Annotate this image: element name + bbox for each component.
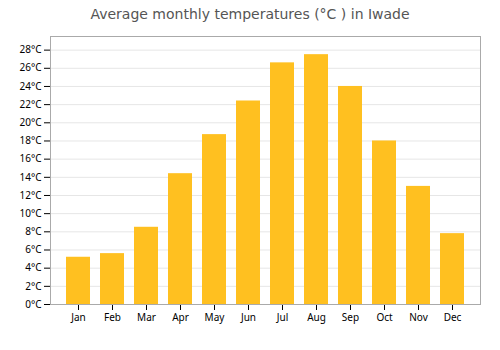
svg-text:2°C: 2°C	[25, 279, 42, 293]
svg-text:Jul: Jul	[276, 310, 289, 324]
svg-text:Sep: Sep	[342, 310, 359, 324]
svg-text:Apr: Apr	[172, 310, 189, 324]
svg-text:Jan: Jan	[70, 310, 86, 324]
svg-text:May: May	[205, 310, 226, 324]
svg-text:24°C: 24°C	[19, 79, 42, 93]
svg-text:14°C: 14°C	[19, 170, 42, 184]
svg-text:8°C: 8°C	[25, 224, 42, 238]
svg-text:4°C: 4°C	[25, 260, 42, 274]
svg-text:Dec: Dec	[444, 310, 462, 324]
svg-text:22°C: 22°C	[19, 97, 42, 111]
svg-text:12°C: 12°C	[19, 188, 42, 202]
svg-text:Jun: Jun	[240, 310, 256, 324]
svg-text:Aug: Aug	[307, 310, 326, 324]
svg-text:20°C: 20°C	[19, 115, 42, 129]
svg-text:6°C: 6°C	[25, 242, 42, 256]
svg-text:18°C: 18°C	[19, 133, 42, 147]
svg-text:28°C: 28°C	[19, 42, 42, 56]
svg-text:Oct: Oct	[376, 310, 393, 324]
svg-text:10°C: 10°C	[19, 206, 42, 220]
svg-text:Nov: Nov	[409, 310, 428, 324]
svg-text:16°C: 16°C	[19, 151, 42, 165]
html-text:Average monthly temperatures (: Average monthly temperatures (°C ) in Iw…	[90, 6, 410, 22]
svg-text:0°C: 0°C	[25, 297, 42, 311]
svg-text:Mar: Mar	[137, 310, 156, 324]
svg-text:Feb: Feb	[104, 310, 121, 324]
svg-text:26°C: 26°C	[19, 60, 42, 74]
